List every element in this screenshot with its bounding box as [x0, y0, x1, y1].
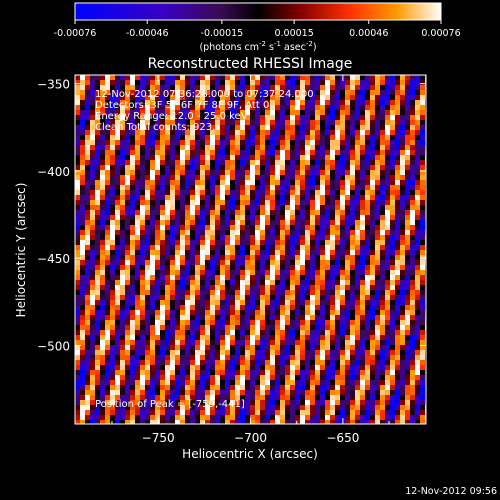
- annotation-line: 12-Nov-2012 07:36:28.000 to 07:37:24.000: [95, 89, 314, 100]
- x-axis-label: Heliocentric X (arcsec): [182, 447, 318, 461]
- colorbar-tick-label: -0.00046: [126, 28, 169, 39]
- x-tick-label: −650: [326, 431, 359, 445]
- y-tick-label: −400: [37, 165, 70, 179]
- y-tick-label: −450: [37, 252, 70, 266]
- colorbar-tick-label: -0.00076: [54, 28, 97, 39]
- annotation-block: 12-Nov-2012 07:36:28.000 to 07:37:24.000…: [95, 89, 314, 133]
- colorbar-tick-label: 0.00015: [274, 28, 313, 39]
- annotation-line: Energy Range: 12.0 - 25.0 keV: [95, 111, 248, 122]
- peak-position-label: Position of Peak = [-759,-441]: [95, 399, 245, 410]
- colorbar-tick-label: 0.00076: [421, 28, 460, 39]
- colorbar-ticks: -0.00076 -0.00046 -0.00015 0.00015 0.00046 0.…: [54, 20, 461, 39]
- heatmap-image: [75, 75, 426, 424]
- colorbar-unit-label: (photons cm-2 s-1 asec-2): [199, 40, 316, 53]
- x-tick-label: −750: [142, 431, 175, 445]
- y-axis-label: Heliocentric Y (arcsec): [14, 183, 28, 318]
- chart-title: Reconstructed RHESSI Image: [148, 56, 353, 72]
- annotation-line: Detectors: 3F 5F 6F 7F 8F 9F, Att 0: [95, 100, 269, 111]
- x-tick-label: −700: [234, 431, 267, 445]
- y-tick-label: −500: [37, 339, 70, 353]
- annotation-line: Clean Total counts: 923.: [95, 122, 215, 133]
- axis-ticks: −750 −700 −650 −350 −400 −450 −500: [37, 75, 426, 445]
- colorbar: [74, 2, 442, 21]
- y-tick-label: −350: [37, 78, 70, 92]
- footer-timestamp: 12-Nov-2012 09:56: [405, 486, 497, 497]
- colorbar-tick-label: 0.00046: [349, 28, 388, 39]
- colorbar-tick-label: -0.00015: [201, 28, 244, 39]
